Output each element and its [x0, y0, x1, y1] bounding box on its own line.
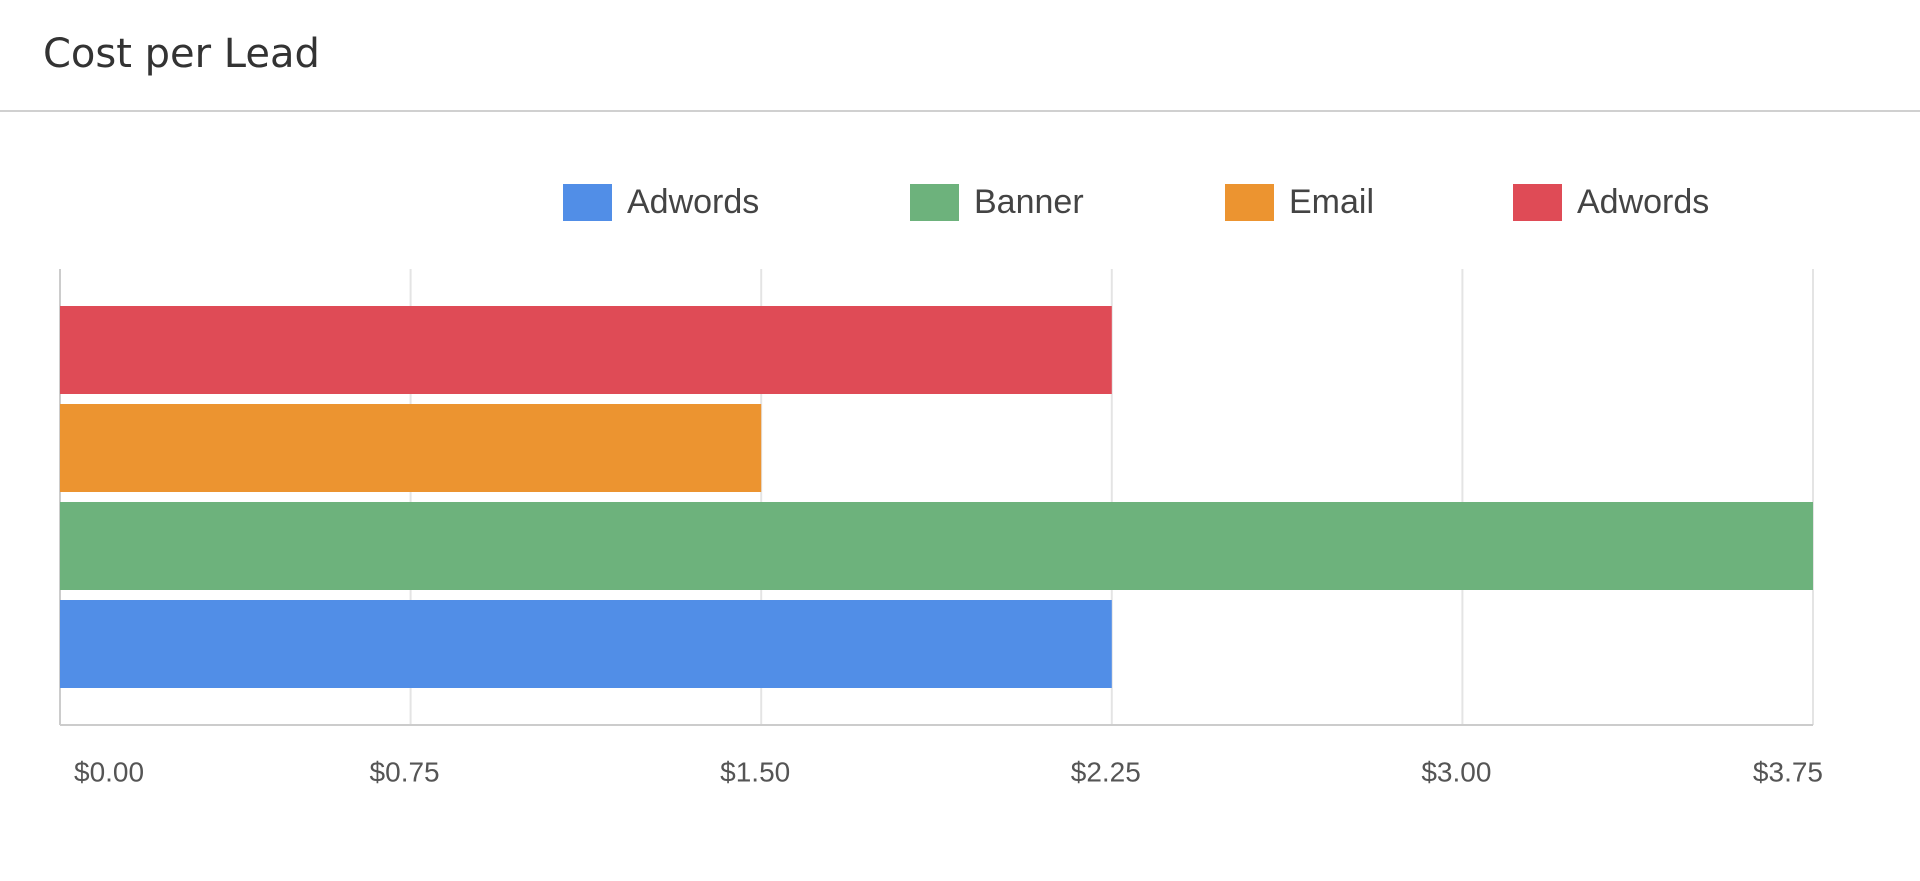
- legend-label: Adwords: [1577, 183, 1709, 221]
- legend-swatch: [1513, 184, 1562, 221]
- legend-label: Email: [1289, 183, 1374, 221]
- x-tick-label: $2.25: [1071, 756, 1141, 787]
- x-tick-label: $0.00: [74, 756, 144, 787]
- legend-label: Adwords: [627, 183, 759, 221]
- x-tick-label: $3.00: [1421, 756, 1491, 787]
- bar: [60, 600, 1112, 688]
- x-tick-label: $1.50: [720, 756, 790, 787]
- chart-title: Cost per Lead: [43, 31, 320, 77]
- legend-swatch: [563, 184, 612, 221]
- legend-label: Banner: [974, 183, 1084, 221]
- bar: [60, 306, 1112, 394]
- x-tick-label: $0.75: [370, 756, 440, 787]
- legend-swatch: [1225, 184, 1274, 221]
- legend-swatch: [910, 184, 959, 221]
- bar: [60, 404, 762, 492]
- x-tick-label: $3.75: [1753, 756, 1823, 787]
- bar: [60, 502, 1813, 590]
